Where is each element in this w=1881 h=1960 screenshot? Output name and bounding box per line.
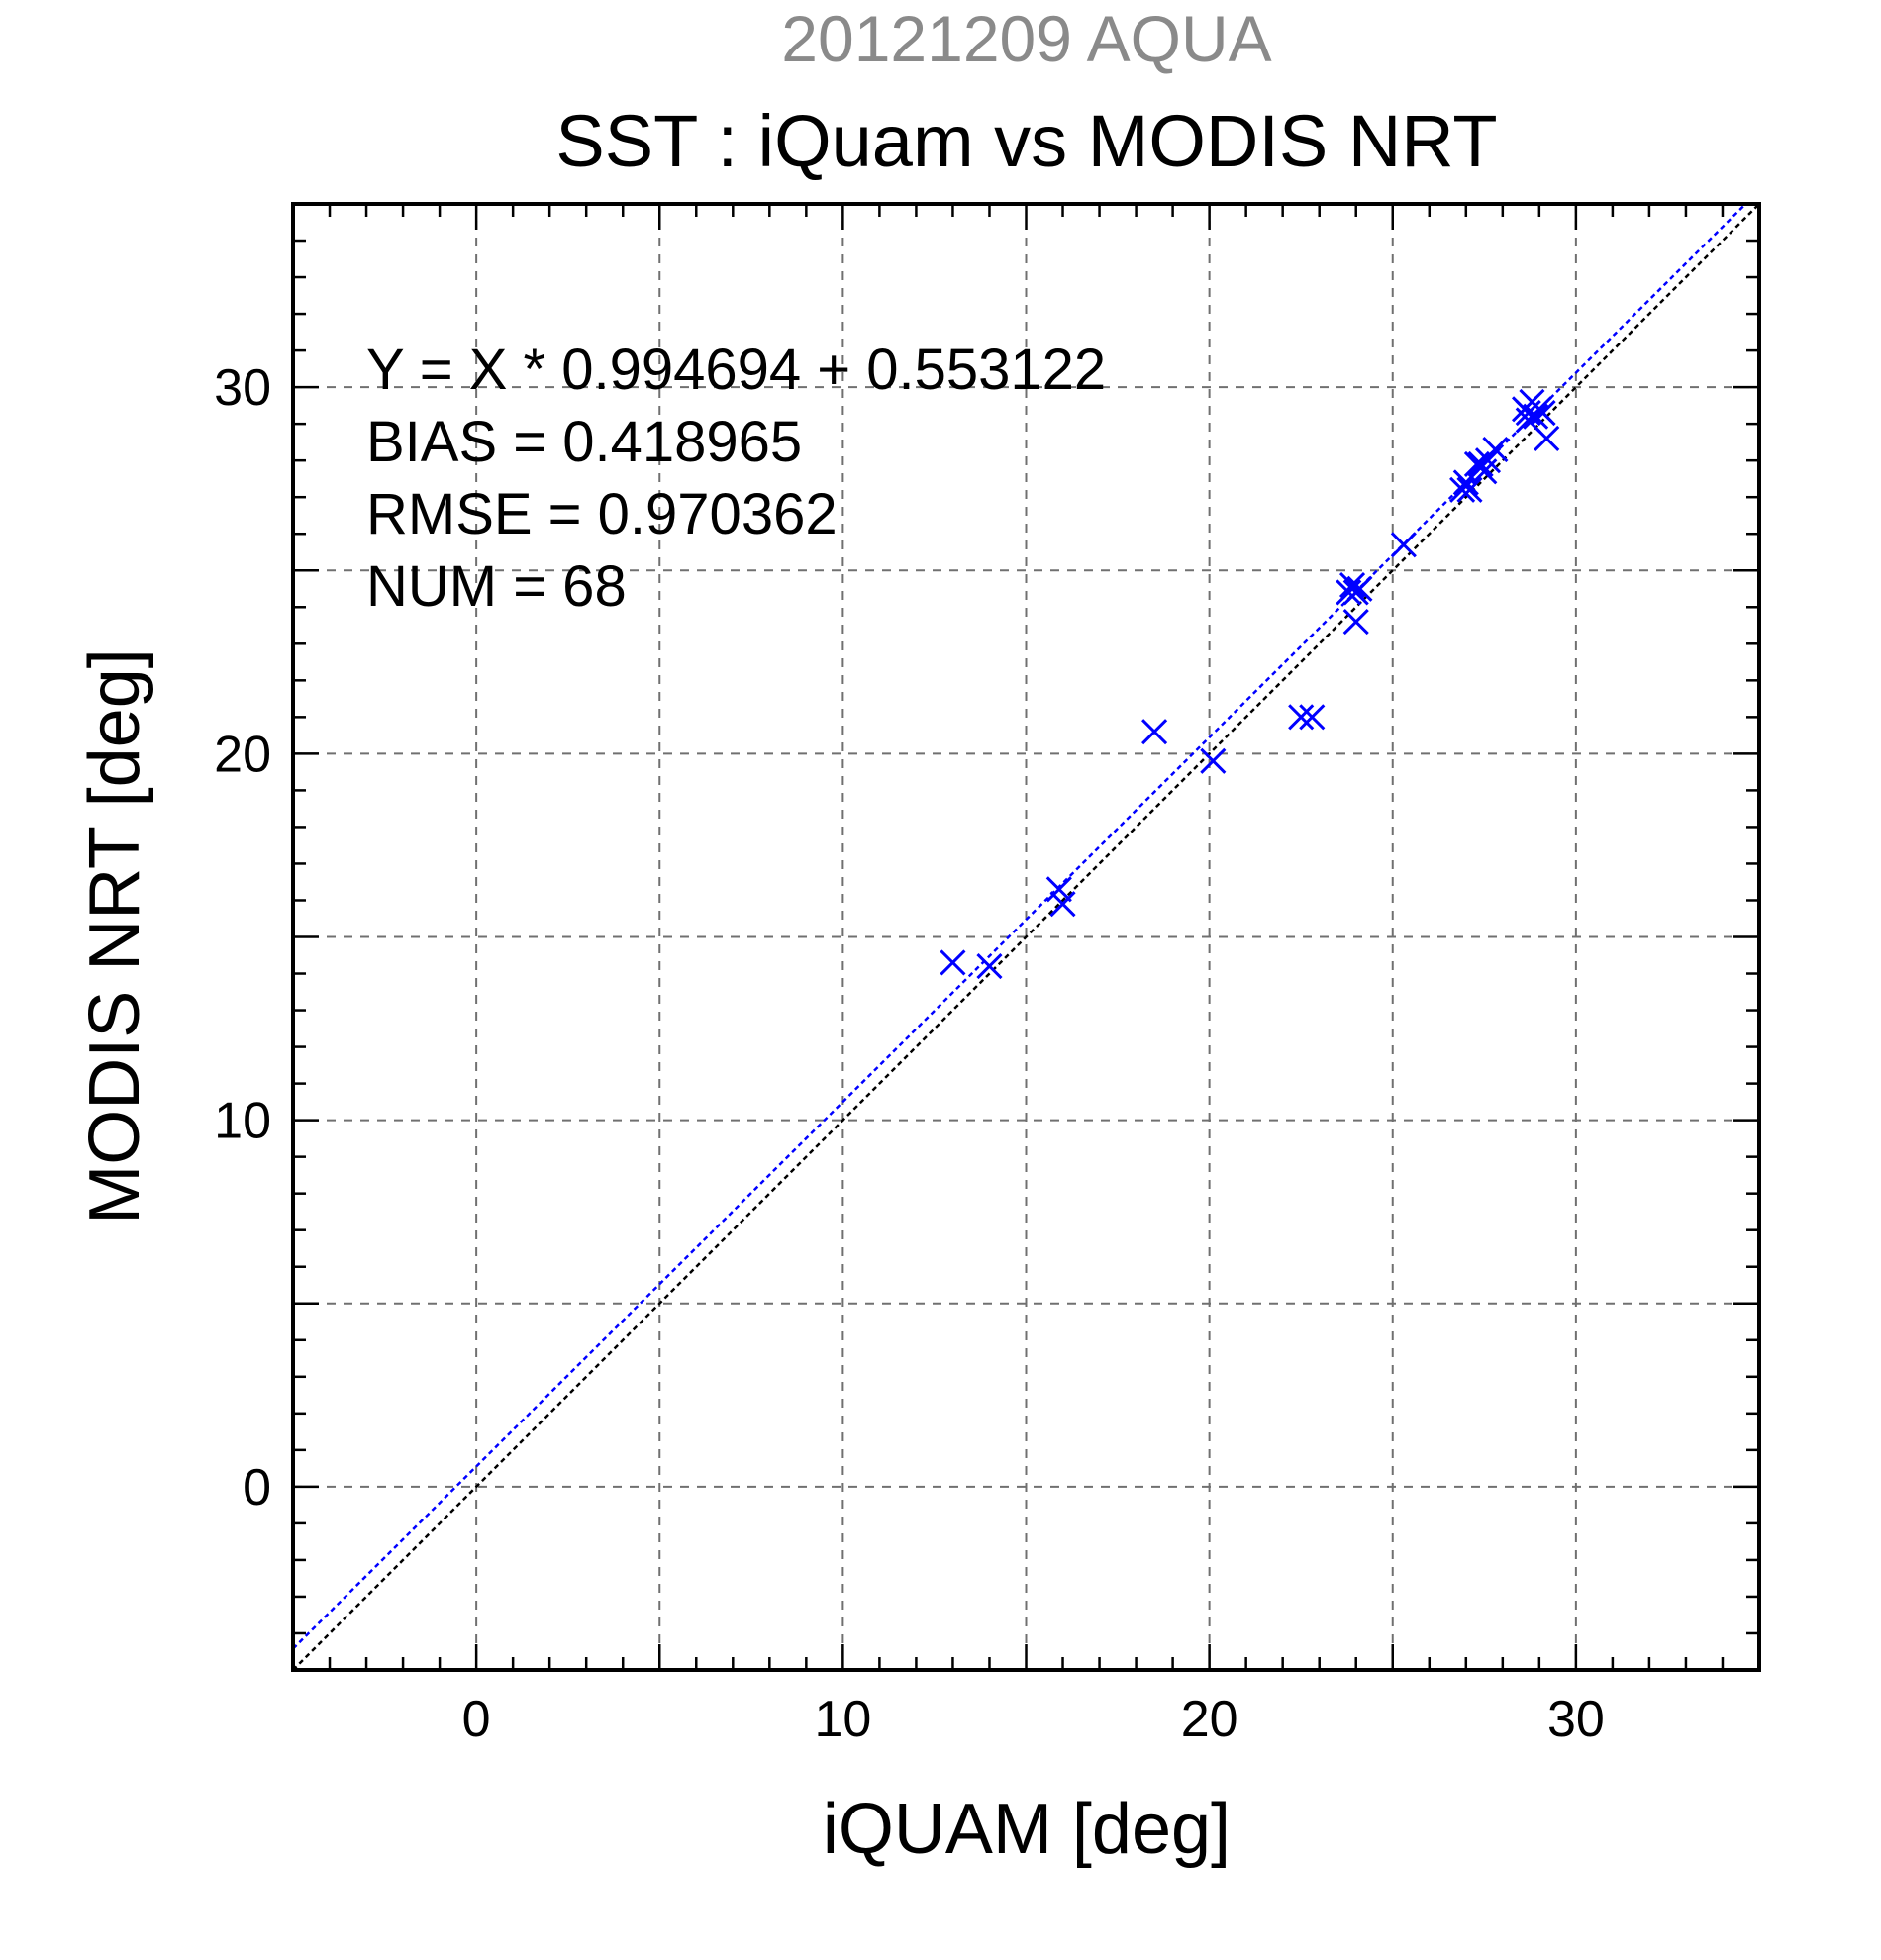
- data-point: [940, 949, 966, 976]
- y-tick-label: 0: [243, 1459, 271, 1517]
- data-point-stroke: [1482, 437, 1509, 463]
- data-point: [1200, 747, 1227, 774]
- data-point-stroke: [1346, 575, 1373, 602]
- chart-supertitle: 20121209 AQUA: [781, 2, 1271, 75]
- data-point-stroke: [1045, 876, 1072, 903]
- data-point: [1530, 399, 1556, 427]
- data-point: [976, 953, 1003, 980]
- x-tick-label: 0: [462, 1691, 491, 1748]
- data-point-stroke: [1200, 747, 1227, 774]
- x-tick-label: 30: [1547, 1691, 1605, 1748]
- data-point: [1049, 891, 1076, 918]
- data-point-stroke: [1449, 476, 1476, 503]
- data-point-stroke: [1141, 719, 1168, 745]
- data-point: [1482, 437, 1509, 463]
- data-point-stroke: [1463, 450, 1490, 477]
- data-point: [1456, 476, 1483, 503]
- stats-fit-equation: Y = X * 0.994694 + 0.553122: [366, 338, 1106, 402]
- data-point-stroke: [976, 953, 1003, 980]
- axis-ticks: [293, 204, 1759, 1670]
- stats-box: Y = X * 0.994694 + 0.553122 BIAS = 0.418…: [366, 338, 1106, 619]
- data-point-stroke: [1390, 532, 1417, 558]
- data-point-stroke: [1049, 891, 1076, 918]
- regression-line: [293, 204, 1748, 1650]
- data-points: [940, 388, 1560, 980]
- chart-title: SST : iQuam vs MODIS NRT: [555, 100, 1497, 182]
- data-point-stroke: [1515, 407, 1541, 434]
- data-point: [1342, 609, 1369, 636]
- stats-rmse: RMSE = 0.970362: [366, 482, 838, 546]
- data-point-stroke: [1299, 704, 1326, 731]
- y-tick-label: 30: [214, 359, 271, 417]
- y-axis-label: MODIS NRT [deg]: [75, 648, 154, 1225]
- x-tick-label: 10: [814, 1691, 871, 1748]
- data-point: [1390, 532, 1417, 558]
- data-point: [1338, 571, 1366, 599]
- y-tick-labels: 0 10 20 30: [214, 359, 271, 1517]
- x-tick-labels: 0 10 20 30: [462, 1691, 1605, 1748]
- data-point: [1463, 450, 1490, 477]
- data-point-stroke: [1452, 469, 1479, 496]
- plot-frame: [291, 202, 1761, 1672]
- data-point-stroke: [1338, 571, 1366, 599]
- y-tick-label: 10: [214, 1093, 271, 1150]
- x-tick-label: 20: [1181, 1691, 1238, 1748]
- data-point-stroke: [1288, 704, 1315, 731]
- data-point: [1346, 575, 1373, 602]
- data-point: [1534, 425, 1560, 452]
- data-point: [1045, 876, 1072, 903]
- data-point-stroke: [1456, 476, 1483, 503]
- data-point: [1449, 476, 1476, 503]
- data-point: [1288, 704, 1315, 731]
- stats-count: NUM = 68: [366, 554, 627, 619]
- stats-bias: BIAS = 0.418965: [366, 410, 802, 474]
- grid: [293, 204, 1759, 1670]
- data-point-stroke: [1523, 403, 1549, 430]
- identity-line: [293, 204, 1759, 1670]
- data-point-stroke: [1530, 399, 1556, 427]
- x-axis-label: iQUAM [deg]: [823, 1790, 1231, 1869]
- data-point: [1141, 719, 1168, 745]
- data-point-stroke: [1342, 609, 1369, 636]
- data-point: [1523, 403, 1549, 430]
- reference-lines: [293, 204, 1759, 1670]
- data-point: [1452, 469, 1479, 496]
- data-point-stroke: [1534, 425, 1560, 452]
- data-point-stroke: [940, 949, 966, 976]
- data-point: [1299, 704, 1326, 731]
- y-tick-label: 20: [214, 726, 271, 783]
